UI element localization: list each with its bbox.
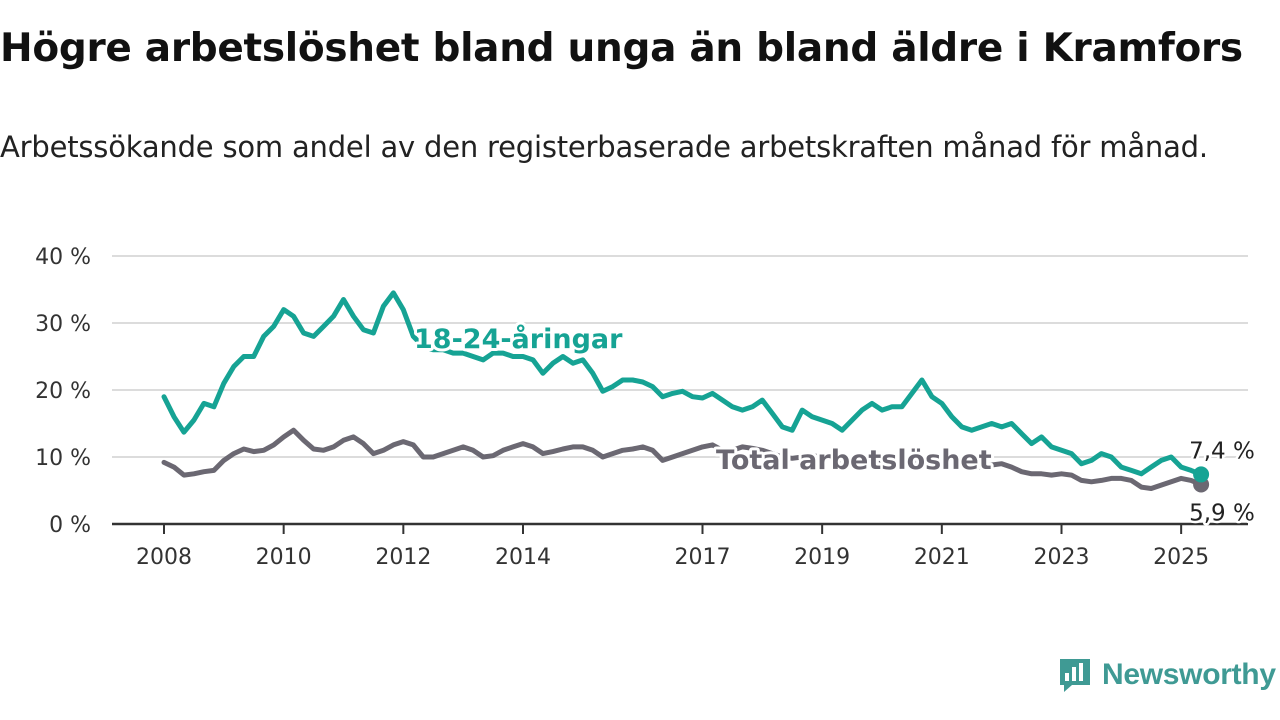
y-tick-label: 40 % [35,245,91,270]
series-end-value-label: 5,9 % [1189,500,1255,526]
chart-subtitle: Arbetssökande som andel av den registerb… [0,130,1208,164]
x-tick-label: 2017 [674,545,730,570]
bar-chart-logo-icon [1060,659,1090,692]
series-line-youth [161,290,1204,477]
x-tick-label: 2021 [914,545,970,570]
series-lines [161,290,1210,493]
brand-logo: Newsworthy [1058,655,1276,695]
x-tick-label: 2023 [1033,545,1089,570]
y-tick-label: 20 % [35,379,91,404]
chart-title: Högre arbetslöshet bland unga än bland ä… [0,26,1243,71]
y-tick-label: 30 % [35,312,91,337]
x-tick-label: 2010 [256,545,312,570]
x-tick-label: 2019 [794,545,850,570]
series-end-dot [1193,466,1210,483]
series-line-total [161,427,1204,491]
y-tick-label: 0 % [49,513,91,538]
x-tick-label: 2008 [136,545,192,570]
series-name-label: 18-24-åringar [414,323,623,355]
series-end-value-label: 7,4 % [1189,438,1255,464]
x-tick-label: 2025 [1153,545,1209,570]
x-axis-ticks: 2008 2010 2012 2014 2017 2019 2021 2023 2025 [136,524,1209,570]
brand-name: Newsworthy [1102,658,1276,691]
series-name-label: Total arbetslöshet [716,445,992,476]
y-axis-ticks: 0 % 10 % 20 % 30 % 40 % [35,245,91,538]
x-tick-label: 2012 [375,545,431,570]
series-labels: 18-24-åringar 7,4 % Total arbetslöshet 5,9 … [411,320,1257,529]
x-tick-label: 2014 [495,545,551,570]
y-tick-label: 10 % [35,446,91,471]
